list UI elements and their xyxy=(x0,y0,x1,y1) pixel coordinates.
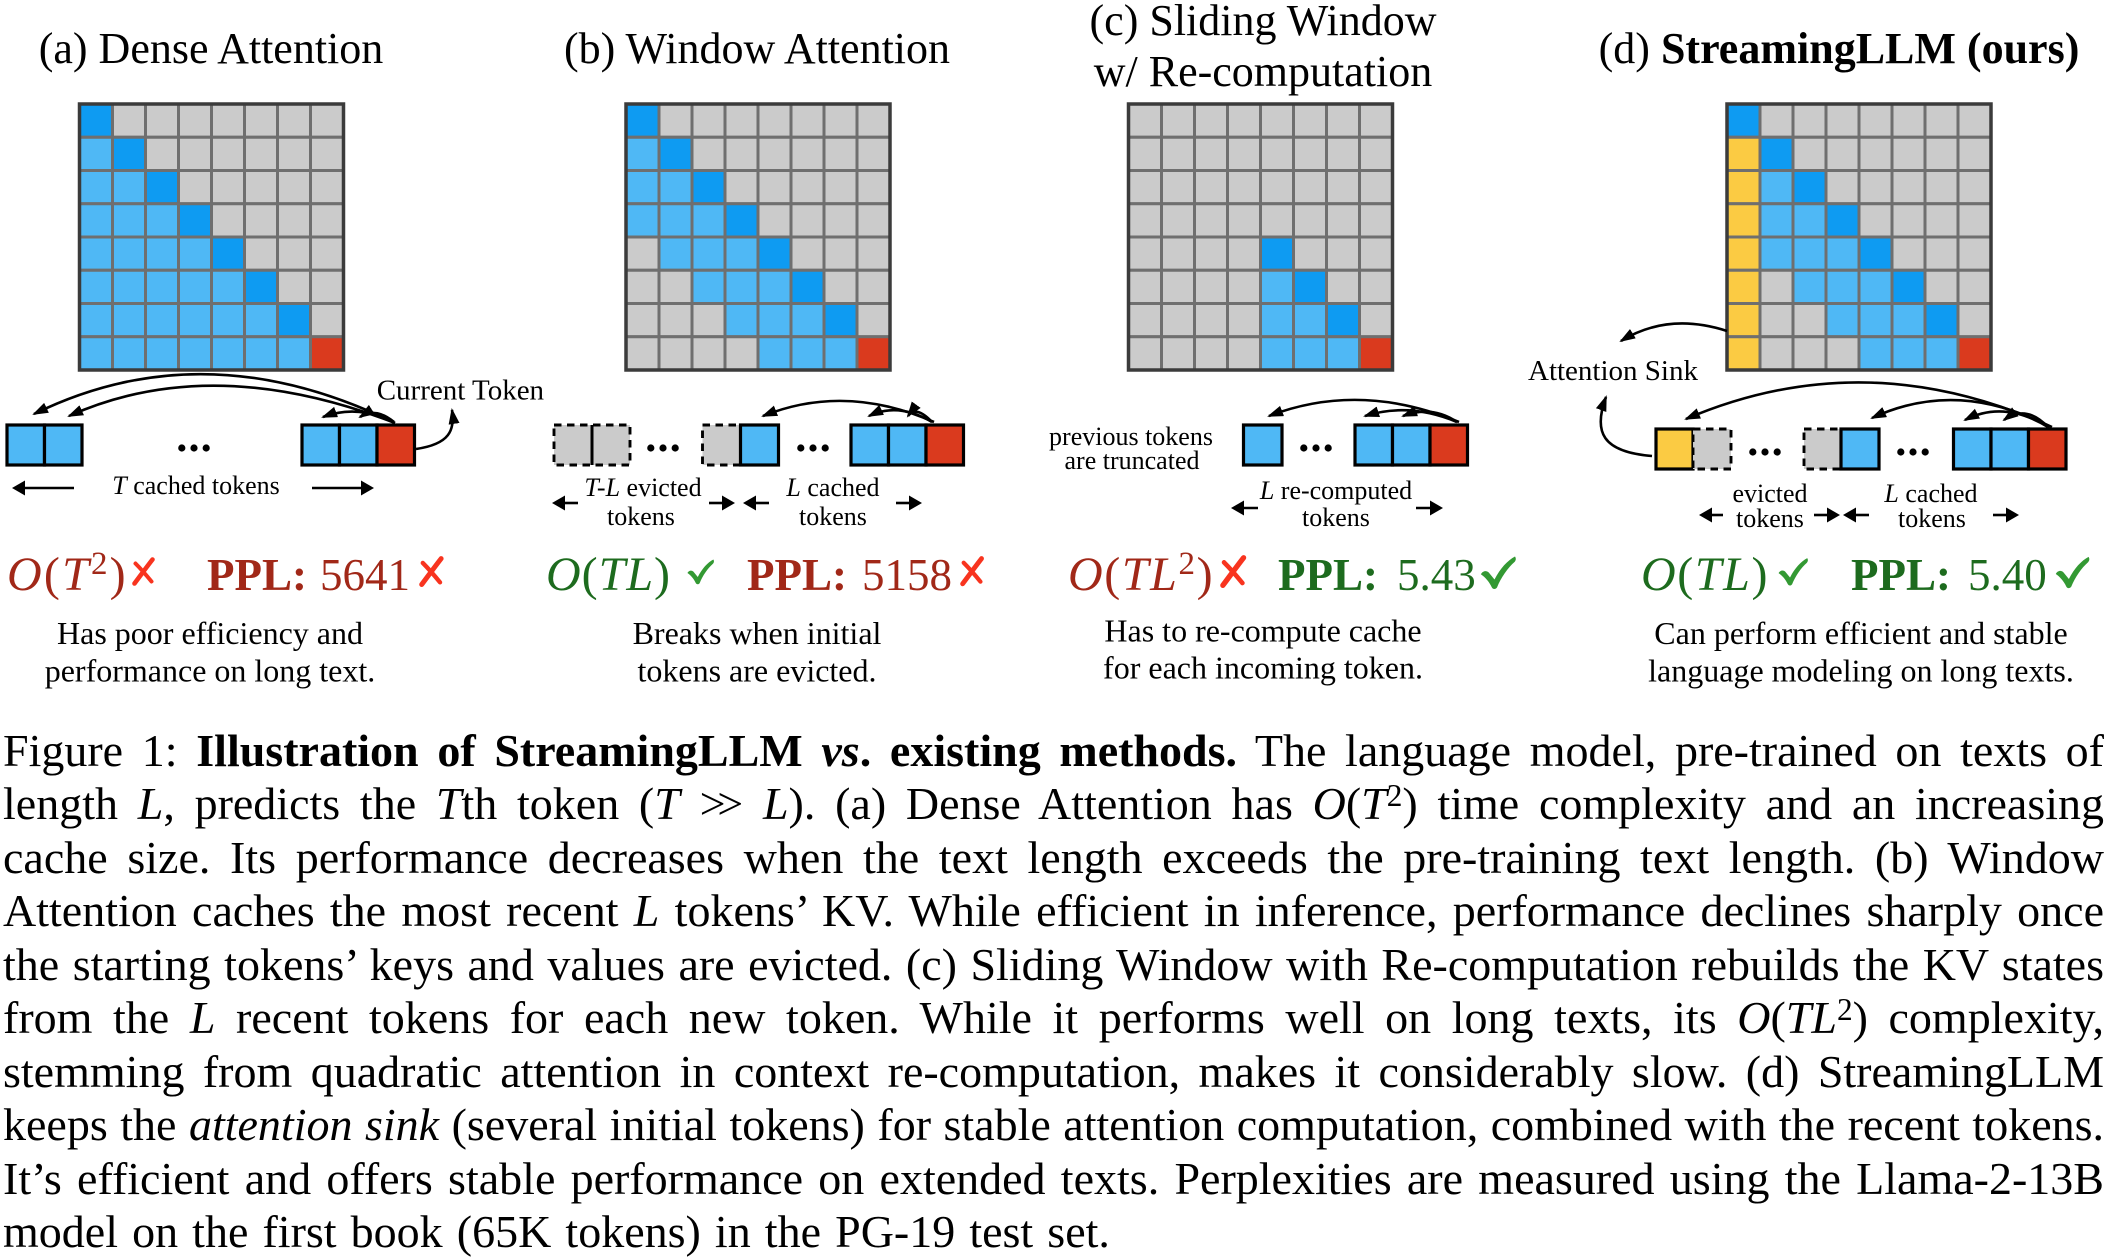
svg-text:Has to re-compute cache: Has to re-compute cache xyxy=(1104,613,1421,649)
svg-text:O(T2): O(T2) xyxy=(7,546,128,601)
svg-text:w/ Re-computation: w/ Re-computation xyxy=(1094,47,1433,96)
svg-text:PPL:: PPL: xyxy=(1278,550,1378,600)
svg-text:tokens: tokens xyxy=(607,502,675,531)
svg-text:L re-computed: L re-computed xyxy=(1259,476,1412,505)
svg-text:Current Token: Current Token xyxy=(377,375,545,407)
svg-text:PPL:: PPL: xyxy=(207,550,307,600)
svg-text:Breaks when initial: Breaks when initial xyxy=(633,615,882,651)
svg-text:Has poor efficiency and: Has poor efficiency and xyxy=(57,615,363,651)
svg-text:O(TL2): O(TL2) xyxy=(1068,546,1214,601)
svg-text:O(TL): O(TL) xyxy=(546,548,671,601)
svg-text:tokens: tokens xyxy=(1898,504,1966,533)
svg-text:Can perform efficient and stab: Can perform efficient and stable xyxy=(1654,615,2067,651)
svg-text:T-L evicted: T-L evicted xyxy=(584,473,701,502)
svg-text:5.40: 5.40 xyxy=(1968,550,2047,600)
svg-text:5641: 5641 xyxy=(320,550,410,600)
svg-text:tokens are evicted.: tokens are evicted. xyxy=(638,653,877,689)
svg-text:Attention Sink: Attention Sink xyxy=(1528,355,1698,387)
svg-text:PPL:: PPL: xyxy=(1851,550,1951,600)
svg-text:5.43: 5.43 xyxy=(1397,550,1476,600)
svg-text:tokens: tokens xyxy=(1302,503,1370,532)
svg-text:for each incoming token.: for each incoming token. xyxy=(1103,650,1423,686)
svg-text:5158: 5158 xyxy=(862,550,952,600)
svg-text:(b) Window Attention: (b) Window Attention xyxy=(564,24,950,73)
svg-text:evicted: evicted xyxy=(1732,479,1807,508)
svg-text:L cached: L cached xyxy=(785,473,879,502)
svg-text:previous tokens: previous tokens xyxy=(1049,422,1213,451)
svg-text:(c) Sliding Window: (c) Sliding Window xyxy=(1090,0,1437,45)
svg-text:(a) Dense Attention: (a) Dense Attention xyxy=(39,24,384,73)
svg-text:are truncated: are truncated xyxy=(1065,446,1200,475)
svg-text:tokens: tokens xyxy=(799,502,867,531)
svg-text:L cached: L cached xyxy=(1883,479,1977,508)
svg-text:language modeling on long text: language modeling on long texts. xyxy=(1648,653,2074,689)
svg-text:T cached tokens: T cached tokens xyxy=(112,471,280,500)
svg-text:(d) StreamingLLM (ours): (d) StreamingLLM (ours) xyxy=(1599,24,2080,73)
svg-text:O(TL): O(TL) xyxy=(1641,548,1769,601)
svg-text:performance on long text.: performance on long text. xyxy=(45,653,376,689)
svg-text:PPL:: PPL: xyxy=(747,550,847,600)
svg-text:tokens: tokens xyxy=(1736,504,1804,533)
